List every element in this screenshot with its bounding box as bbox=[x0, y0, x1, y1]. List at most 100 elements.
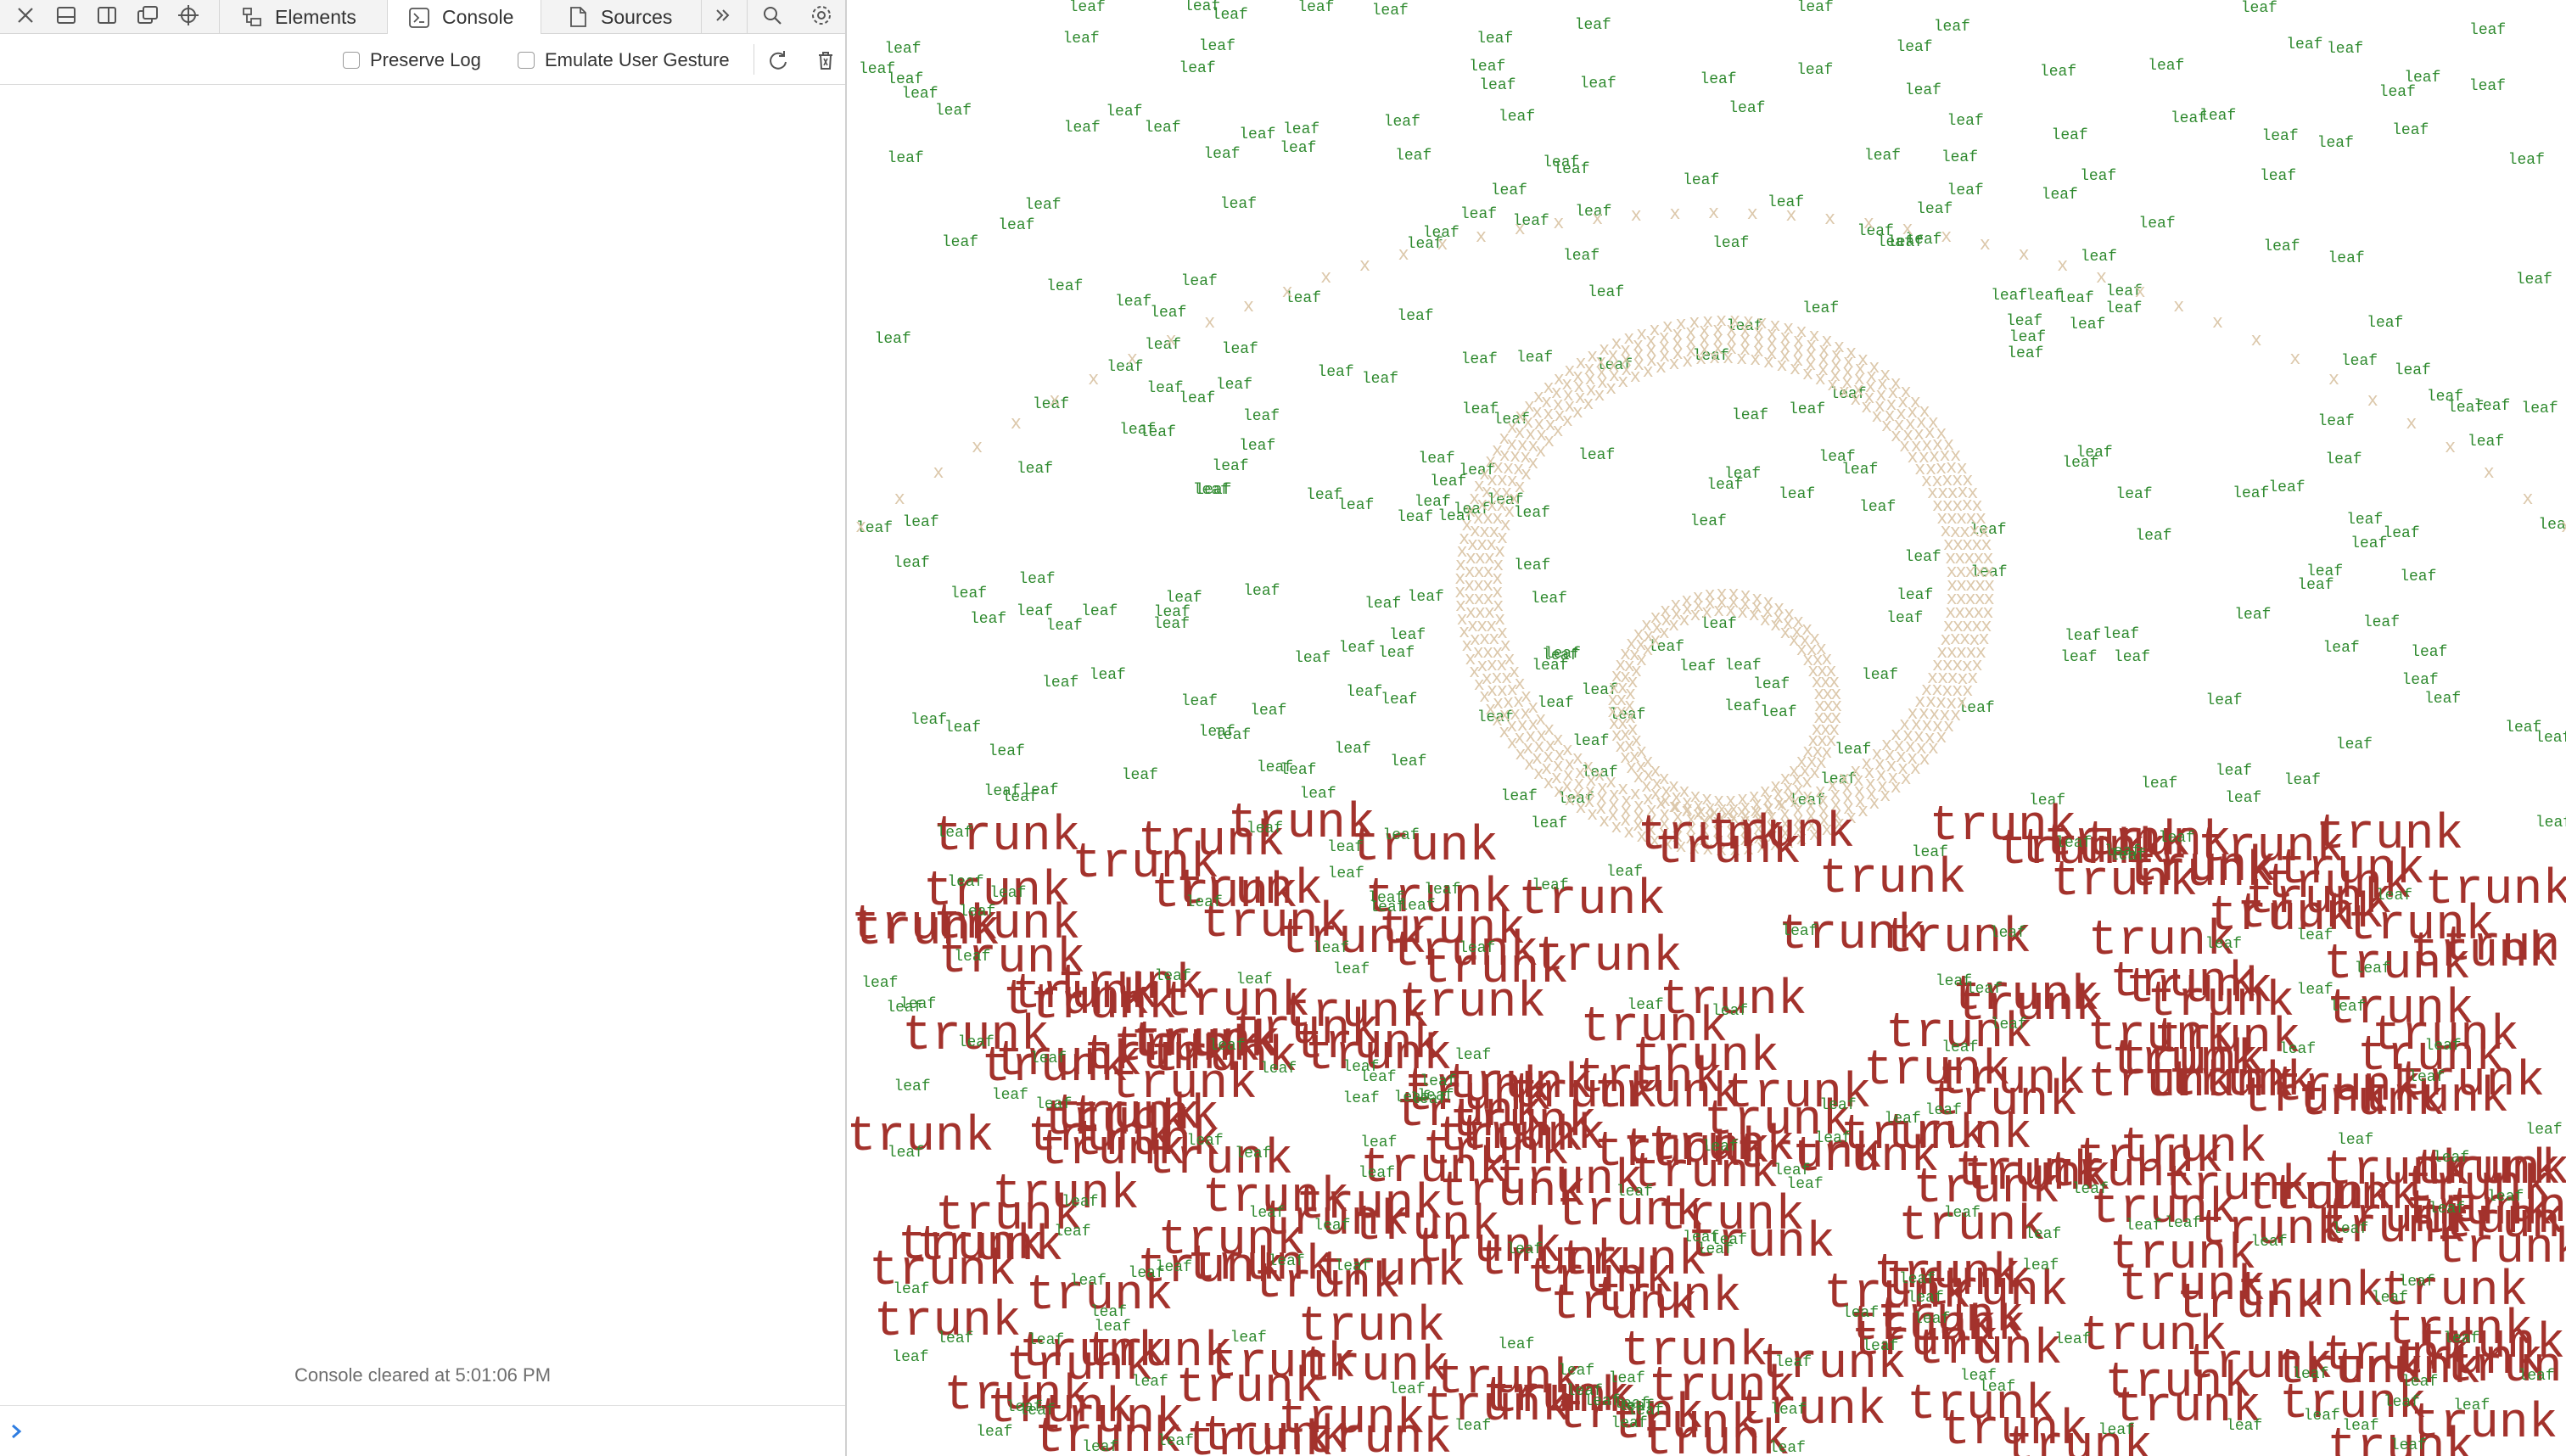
inspect-target-icon[interactable] bbox=[170, 0, 207, 31]
sun-ring-mark: x bbox=[1726, 830, 1738, 852]
sun-ring-mark: x bbox=[1921, 715, 1933, 737]
sun-ring-mark: x bbox=[1723, 802, 1734, 824]
sun-ring-mark: x bbox=[1725, 820, 1738, 843]
leaf-word: leaf bbox=[1947, 113, 1984, 131]
trunk-word: trunk bbox=[1002, 972, 1151, 1028]
x-mark: x bbox=[2134, 281, 2146, 303]
sun-ring-mark: x bbox=[1583, 358, 1595, 380]
leaf-word: leaf bbox=[1896, 38, 1933, 56]
gear-icon[interactable] bbox=[803, 0, 840, 31]
sun-ring-mark: x bbox=[1776, 355, 1788, 377]
sun-ring-mark: x bbox=[1805, 355, 1817, 376]
leaf-word: leaf bbox=[1608, 1370, 1645, 1388]
leaf-word: leaf bbox=[1454, 1417, 1492, 1435]
leaf-word: leaf bbox=[1678, 658, 1717, 675]
sun-ring-mark: x bbox=[1792, 340, 1804, 362]
sun-ring-mark: x bbox=[1926, 668, 1939, 689]
dock-side-icon[interactable] bbox=[88, 0, 126, 31]
sun-ring-mark: x bbox=[1973, 548, 1985, 569]
sun-ring-mark: x bbox=[1921, 434, 1933, 456]
clear-console-icon[interactable] bbox=[811, 46, 840, 75]
sun-ring-mark: x bbox=[1887, 767, 1899, 789]
sun-ring-mark: x bbox=[1792, 350, 1804, 372]
sun-ring-mark: x bbox=[1620, 800, 1632, 822]
sun-ring-mark: x bbox=[1961, 495, 1973, 517]
console-prompt[interactable] bbox=[0, 1405, 845, 1456]
x-mark: x bbox=[2095, 267, 2108, 289]
close-icon[interactable] bbox=[7, 0, 44, 31]
leaf-word: leaf bbox=[1532, 657, 1569, 675]
leaf-word: leaf bbox=[1035, 1095, 1073, 1113]
leaf-word: leaf bbox=[1841, 1304, 1880, 1322]
sun-ring-mark: x bbox=[1973, 602, 1985, 624]
detach-window-icon[interactable] bbox=[129, 0, 166, 31]
sun-ring-mark: x bbox=[1952, 469, 1964, 491]
leaf-word: leaf bbox=[1461, 400, 1499, 418]
tab-elements[interactable]: Elements bbox=[229, 0, 387, 34]
emulate-user-gesture-checkbox[interactable]: Emulate User Gesture bbox=[518, 49, 730, 71]
sun-ring-mark: x bbox=[1910, 436, 1922, 457]
leaf-word: leaf bbox=[1768, 1440, 1806, 1456]
leaf-word: leaf bbox=[2507, 152, 2545, 170]
console-input[interactable] bbox=[34, 1414, 835, 1450]
leaf-word: leaf bbox=[2332, 1221, 2369, 1238]
sun-ring-mark: x bbox=[1943, 434, 1955, 456]
sun-ring-mark: x bbox=[1924, 727, 1936, 749]
sun-ring-mark: x bbox=[1974, 561, 1986, 583]
sun-ring-mark: x bbox=[1957, 668, 1969, 690]
sun-ring-mark: x bbox=[1695, 801, 1707, 823]
more-tabs-icon[interactable] bbox=[704, 0, 742, 31]
checkbox-box[interactable] bbox=[518, 52, 535, 69]
leaf-word: leaf bbox=[1256, 759, 1294, 777]
dock-bottom-icon[interactable] bbox=[48, 0, 85, 31]
x-mark: x bbox=[1708, 203, 1720, 224]
sun-ring-mark: x bbox=[1473, 588, 1485, 610]
sun-ring-mark: x bbox=[1636, 323, 1648, 345]
sun-ring-mark: x bbox=[1846, 808, 1857, 830]
sun-ring-mark: x bbox=[1584, 781, 1596, 803]
sun-ring-mark: x bbox=[1975, 641, 1987, 664]
sun-ring-mark: x bbox=[1952, 615, 1964, 637]
sun-ring-mark: x bbox=[1645, 820, 1657, 842]
x-mark: x bbox=[894, 489, 905, 511]
x-mark: x bbox=[1785, 205, 1797, 227]
sun-ring-mark: x bbox=[1552, 394, 1564, 416]
leaf-word: leaf bbox=[1398, 898, 1436, 916]
tree-scene: leaf leaf leaf leaf leaf leaf leaf leaf leaf leaf… bbox=[847, 0, 2566, 1456]
leaf-word: leaf bbox=[1179, 59, 1216, 77]
sun-ring-mark: x bbox=[1876, 776, 1889, 798]
sun-ring-mark: x bbox=[1805, 795, 1817, 817]
sun-ring-mark: x bbox=[1725, 329, 1738, 351]
leaf-word: leaf bbox=[2515, 271, 2552, 288]
leaf-word: leaf bbox=[1947, 182, 1984, 199]
tab-console[interactable]: Console bbox=[387, 0, 541, 35]
sun-ring-mark: x bbox=[1792, 820, 1805, 842]
leaf-word: leaf bbox=[1068, 0, 1106, 16]
tab-sources[interactable]: Sources bbox=[553, 0, 698, 34]
sun-ring-mark: x bbox=[1965, 642, 1977, 664]
sun-ring-mark: x bbox=[1543, 720, 1555, 742]
leaf-word: leaf bbox=[1406, 235, 1443, 253]
sun-ring-mark: x bbox=[1852, 379, 1864, 401]
checkbox-box[interactable] bbox=[343, 52, 360, 69]
leaf-word: leaf bbox=[2259, 168, 2297, 186]
inner-ring-mark: x bbox=[1681, 590, 1693, 612]
leaf-word: leaf bbox=[2424, 690, 2462, 708]
sun-ring-mark: x bbox=[1658, 327, 1670, 349]
leaf-word: leaf bbox=[2148, 58, 2185, 76]
sun-ring-mark: x bbox=[1474, 548, 1486, 570]
sun-ring-mark: x bbox=[1481, 482, 1493, 504]
sun-ring-mark: x bbox=[1520, 703, 1532, 725]
reload-icon[interactable] bbox=[764, 46, 793, 75]
leaf-word: leaf bbox=[1886, 609, 1924, 627]
search-icon[interactable] bbox=[754, 0, 791, 31]
inner-ring-mark: x bbox=[1678, 609, 1690, 631]
preserve-log-checkbox[interactable]: Preserve Log bbox=[343, 49, 481, 71]
sun-ring-mark: x bbox=[1543, 430, 1555, 452]
sun-ring-mark: x bbox=[1572, 748, 1583, 770]
sun-ring-mark: x bbox=[1492, 568, 1504, 590]
x-mark: x bbox=[1281, 281, 1293, 303]
leaf-word: leaf bbox=[1706, 476, 1744, 494]
sun-ring-mark: x bbox=[1554, 745, 1566, 767]
inner-ring-mark: x bbox=[1751, 588, 1763, 610]
